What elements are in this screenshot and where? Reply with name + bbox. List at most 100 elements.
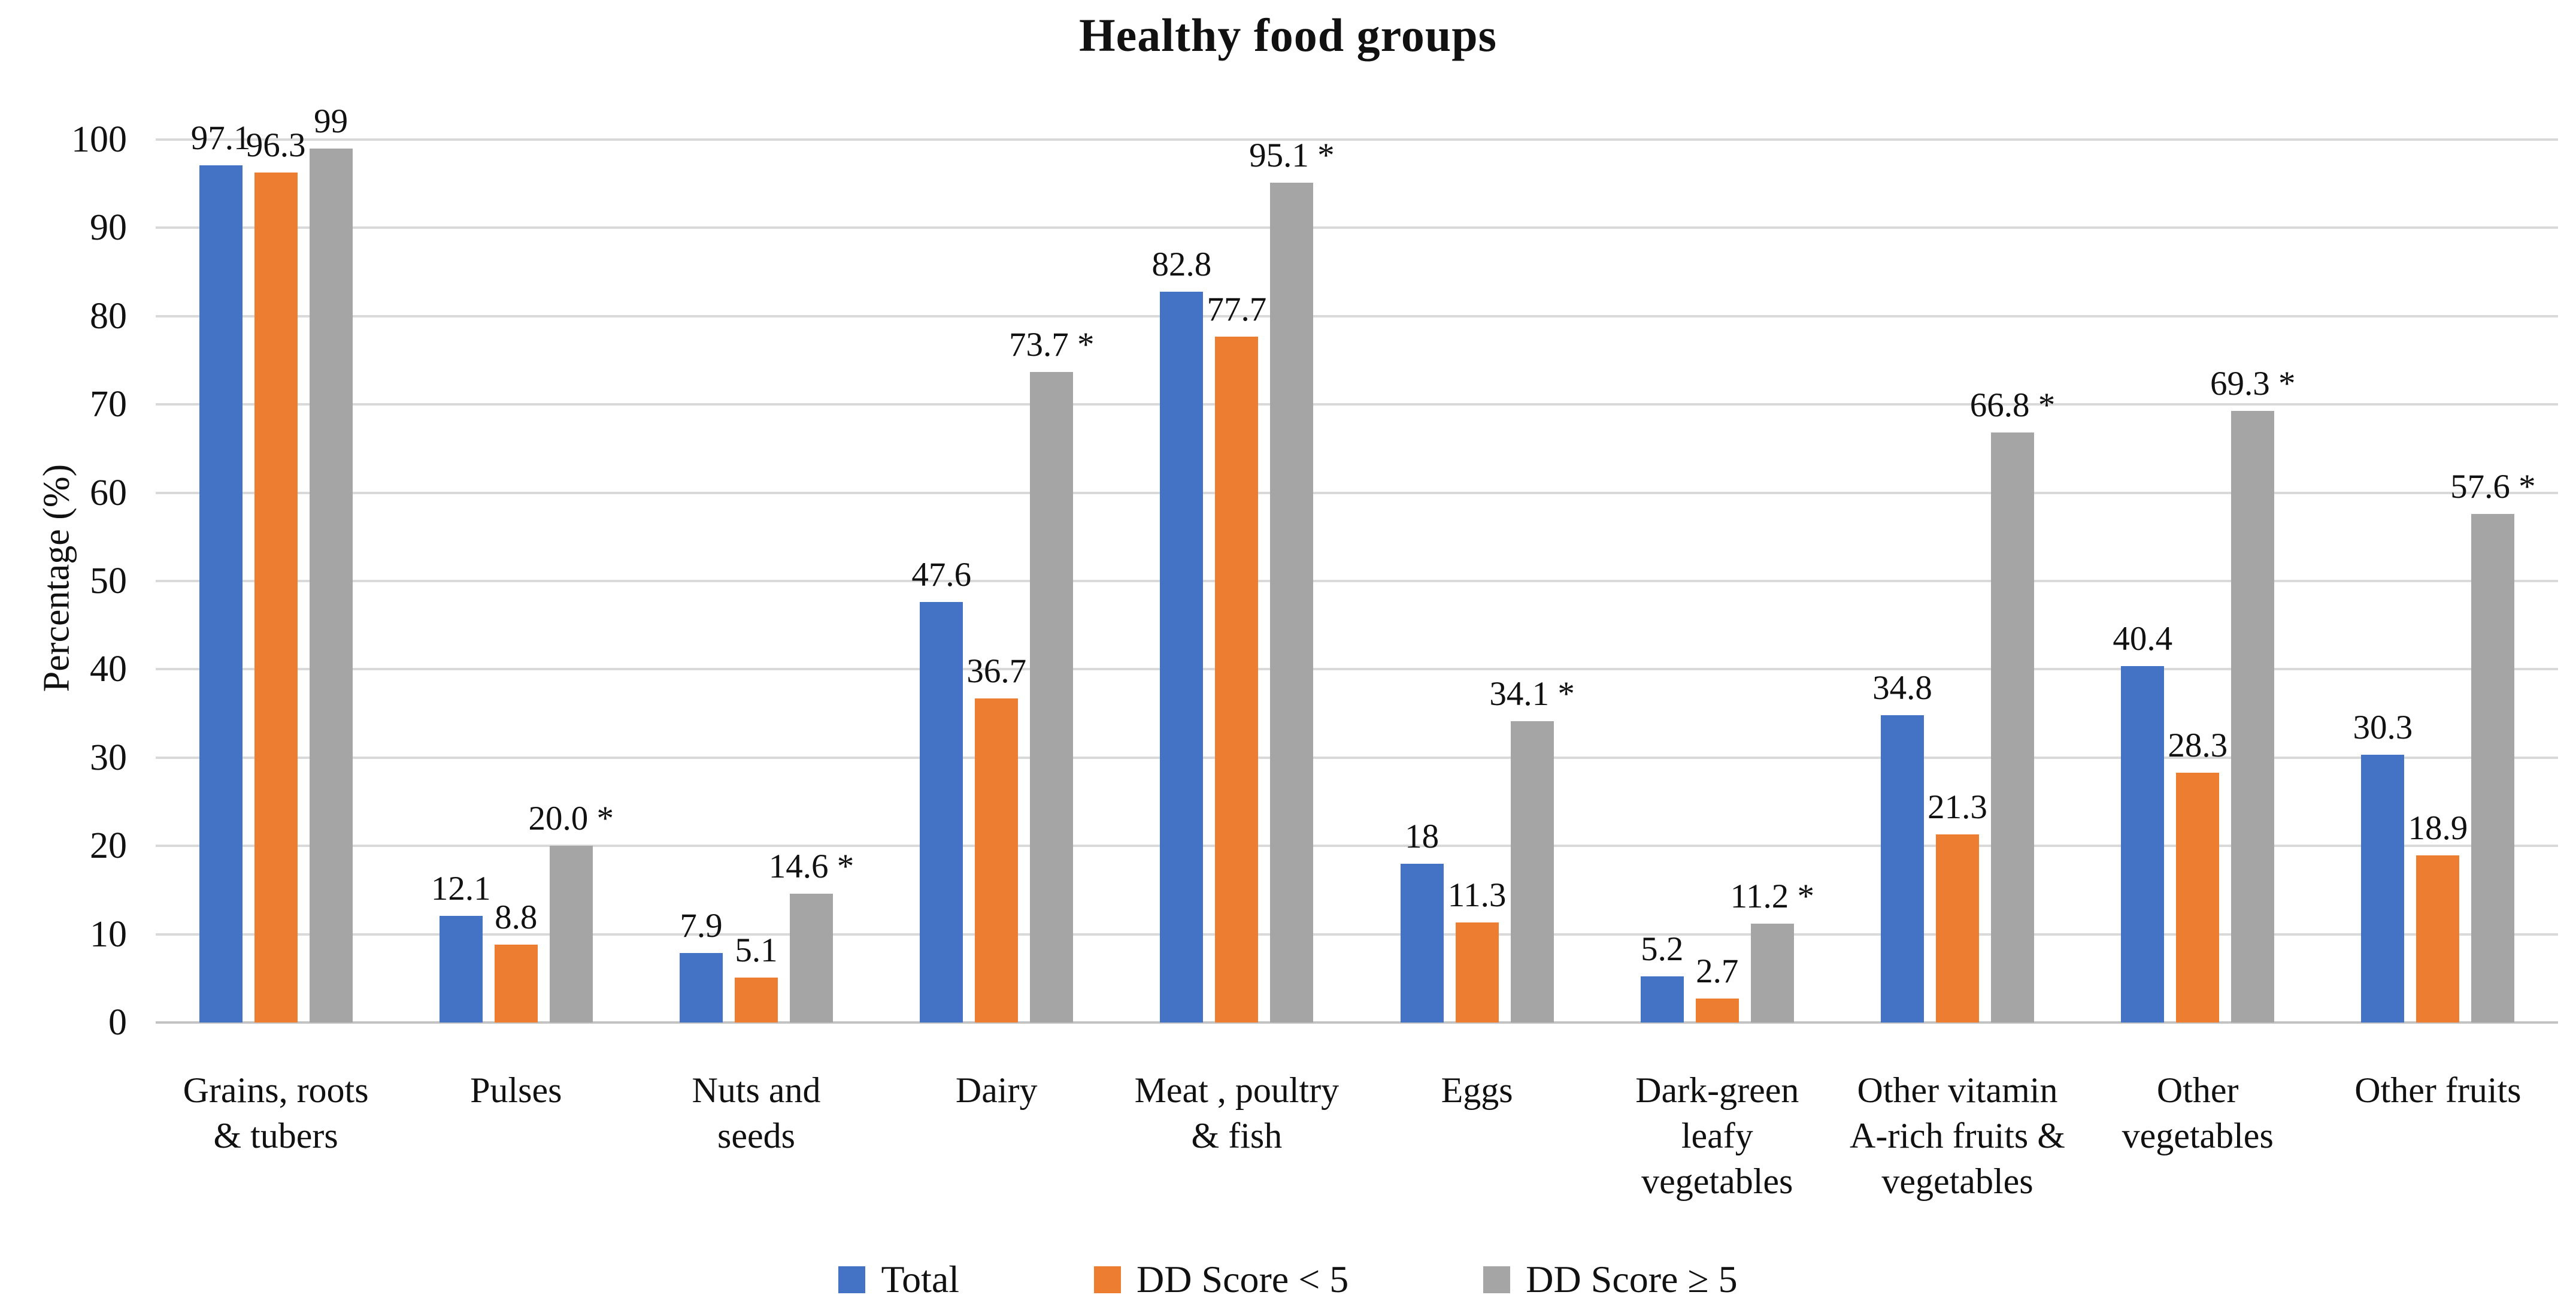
- category-label: Nuts and seeds: [692, 1070, 821, 1155]
- bar-value-label: 96.3: [246, 126, 306, 164]
- bar-series1-cat4: [1215, 336, 1259, 1022]
- bar-series2-cat7: [1991, 432, 2034, 1022]
- legend-label: DD Score ≥ 5: [1526, 1258, 1738, 1300]
- category-label: Dark-green leafy vegetables: [1635, 1070, 1799, 1201]
- bar-series1-cat2: [735, 977, 778, 1022]
- bar-series1-cat9: [2416, 855, 2460, 1022]
- y-tick-label: 70: [90, 384, 127, 425]
- h-gridline: [156, 226, 2558, 229]
- bar-value-label: 69.3 *: [2210, 364, 2296, 403]
- legend-label: DD Score < 5: [1137, 1258, 1349, 1300]
- bar-series0-cat0: [199, 165, 243, 1022]
- bar-value-label: 66.8 *: [1969, 386, 2056, 425]
- bar-series2-cat9: [2471, 513, 2515, 1022]
- bar-value-label: 57.6 *: [2450, 467, 2536, 506]
- bar-series1-cat5: [1455, 922, 1499, 1022]
- y-tick-label: 50: [90, 561, 127, 601]
- chart-title: Healthy food groups: [1079, 9, 1497, 61]
- y-tick-label: 40: [90, 649, 127, 690]
- bar-series0-cat9: [2361, 755, 2405, 1022]
- bar-value-label: 36.7: [966, 652, 1027, 691]
- bar-series1-cat1: [494, 945, 538, 1022]
- bar-value-label: 20.0 *: [528, 800, 614, 838]
- bar-series2-cat3: [1030, 371, 1074, 1022]
- bar-value-label: 18: [1405, 817, 1439, 855]
- legend-item: Total: [838, 1258, 959, 1301]
- bar-series0-cat7: [1881, 715, 1924, 1022]
- category-label: Eggs: [1441, 1070, 1513, 1110]
- bar-series1-cat0: [254, 172, 298, 1022]
- bar-value-label: 47.6: [911, 556, 972, 594]
- bar-value-label: 73.7 *: [1008, 325, 1095, 364]
- category-label: Other vegetables: [2122, 1070, 2274, 1155]
- bar-series0-cat2: [680, 952, 723, 1022]
- h-gridline: [156, 314, 2558, 317]
- bar-series1-cat6: [1695, 999, 1739, 1022]
- y-tick-label: 90: [90, 207, 127, 249]
- category-label: Other fruits: [2354, 1070, 2522, 1110]
- bar-value-label: 7.9: [680, 906, 723, 945]
- bar-series2-cat2: [790, 893, 833, 1022]
- bar-value-label: 34.8: [1872, 669, 1932, 707]
- bar-value-label: 28.3: [2168, 726, 2228, 764]
- category-label: Grains, roots & tubers: [183, 1070, 369, 1155]
- h-gridline: [156, 756, 2558, 759]
- y-tick-label: 10: [90, 913, 127, 955]
- category-label: Other vitamin A-rich fruits & vegetables: [1850, 1070, 2065, 1201]
- bar-value-label: 34.1 *: [1489, 675, 1575, 713]
- bar-series0-cat5: [1400, 863, 1444, 1022]
- h-gridline: [156, 138, 2558, 141]
- legend-label: Total: [881, 1258, 960, 1300]
- bar-value-label: 97.1: [190, 119, 251, 157]
- legend-swatch-icon: [1094, 1266, 1122, 1293]
- bar-value-label: 30.3: [2353, 709, 2413, 747]
- bar-series1-cat8: [2176, 772, 2220, 1022]
- h-gridline: [156, 403, 2558, 406]
- h-gridline: [156, 668, 2558, 671]
- bar-series0-cat3: [920, 602, 963, 1022]
- bar-value-label: 21.3: [1928, 788, 1987, 827]
- category-label: Meat , poultry & fish: [1134, 1070, 1339, 1155]
- y-tick-label: 60: [90, 472, 127, 513]
- bar-series0-cat1: [439, 915, 483, 1022]
- y-tick-label: 20: [90, 825, 127, 867]
- bar-value-label: 5.2: [1641, 930, 1684, 969]
- legend-swatch-icon: [1483, 1266, 1511, 1293]
- category-label: Pulses: [470, 1070, 562, 1110]
- x-axis-line: [156, 1021, 2558, 1024]
- legend: Total DD Score < 5 DD Score ≥ 5: [0, 1258, 2576, 1301]
- bar-value-label: 14.6 *: [768, 847, 854, 885]
- bar-value-label: 95.1 *: [1249, 137, 1335, 175]
- legend-swatch-icon: [838, 1266, 866, 1293]
- y-tick-label: 80: [90, 295, 127, 337]
- bar-series0-cat6: [1640, 976, 1684, 1022]
- y-tick-label: 30: [90, 737, 127, 778]
- y-tick-label: 100: [71, 119, 127, 160]
- bar-value-label: 99: [314, 102, 348, 140]
- bar-series2-cat8: [2231, 410, 2275, 1022]
- bar-value-label: 77.7: [1207, 290, 1267, 328]
- bar-value-label: 40.4: [2113, 619, 2173, 658]
- y-tick-label: 0: [108, 1002, 127, 1043]
- bar-value-label: 12.1: [431, 869, 491, 907]
- bar-value-label: 82.8: [1151, 245, 1212, 283]
- bar-value-label: 11.3: [1447, 876, 1507, 915]
- bar-series2-cat5: [1510, 721, 1554, 1022]
- legend-item: DD Score ≥ 5: [1483, 1258, 1738, 1301]
- bar-series1-cat3: [975, 698, 1019, 1022]
- h-gridline: [156, 933, 2558, 936]
- h-gridline: [156, 491, 2558, 494]
- h-gridline: [156, 580, 2558, 582]
- bar-series2-cat1: [549, 846, 593, 1022]
- bar-series2-cat4: [1270, 183, 1314, 1022]
- legend-item: DD Score < 5: [1094, 1258, 1348, 1301]
- category-label: Dairy: [955, 1070, 1038, 1110]
- bar-value-label: 8.8: [495, 898, 538, 937]
- bar-value-label: 11.2 *: [1730, 877, 1814, 915]
- bar-value-label: 2.7: [1696, 952, 1739, 991]
- bar-series1-cat7: [1936, 834, 1979, 1022]
- bar-series0-cat4: [1160, 291, 1204, 1022]
- h-gridline: [156, 845, 2558, 848]
- bar-series2-cat0: [309, 148, 353, 1022]
